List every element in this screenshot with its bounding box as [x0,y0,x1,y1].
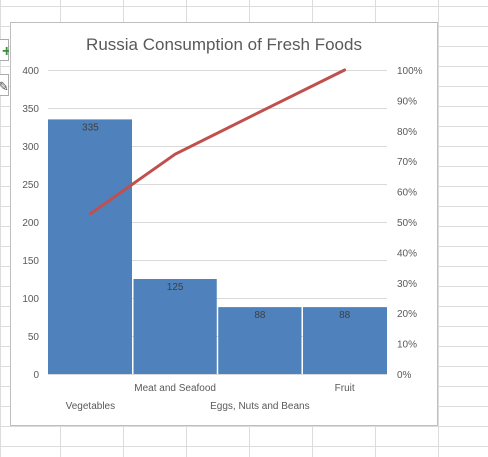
y-tick-label: 50 [28,332,40,343]
y2-tick-label: 90% [397,96,417,107]
brush-icon: ✎ [0,80,9,95]
y2-tick-label: 10% [397,340,417,351]
x-category-label: Fruit [335,383,355,394]
y2-tick-label: 0% [397,370,412,381]
data-label: 335 [82,122,99,133]
chart-title: Russia Consumption of Fresh Foods [86,35,362,54]
chart-elements-button[interactable]: + [0,39,11,61]
svg-text:✎: ✎ [0,80,9,95]
y-tick-label: 100 [22,294,39,305]
y2-tick-label: 70% [397,157,417,168]
y-tick-label: 350 [22,104,39,115]
svg-text:+: + [2,43,9,60]
y2-tick-label: 100% [397,66,423,77]
plus-icon: + [2,43,11,60]
y2-tick-label: 80% [397,127,417,138]
cumulative-percent-line[interactable] [88,68,347,216]
x-category-label: Vegetables [66,401,116,412]
y2-tick-label: 60% [397,188,417,199]
y-tick-label: 150 [22,256,39,267]
y2-tick-label: 30% [397,279,417,290]
pareto-chart: Russia Consumption of Fresh Foods 335 125… [22,35,423,412]
y2-tick-label: 50% [397,218,417,229]
data-label: 88 [254,310,266,321]
y-tick-label: 250 [22,180,39,191]
bar[interactable] [133,279,217,374]
data-label: 125 [167,282,184,293]
chart-styles-button[interactable]: ✎ [0,74,9,96]
y2-tick-label: 40% [397,248,417,259]
y2-tick-label: 20% [397,309,417,320]
data-label: 88 [339,310,351,321]
bar[interactable] [218,307,302,374]
chart-area[interactable]: Russia Consumption of Fresh Foods 335 125… [10,22,438,426]
bar[interactable] [303,307,387,374]
y-tick-label: 0 [33,370,39,381]
x-category-label: Meat and Seafood [134,383,216,394]
y-tick-label: 200 [22,218,39,229]
y-tick-label: 300 [22,142,39,153]
x-category-label: Eggs, Nuts and Beans [210,401,310,412]
y-tick-label: 400 [22,66,39,77]
bar[interactable] [48,119,132,375]
